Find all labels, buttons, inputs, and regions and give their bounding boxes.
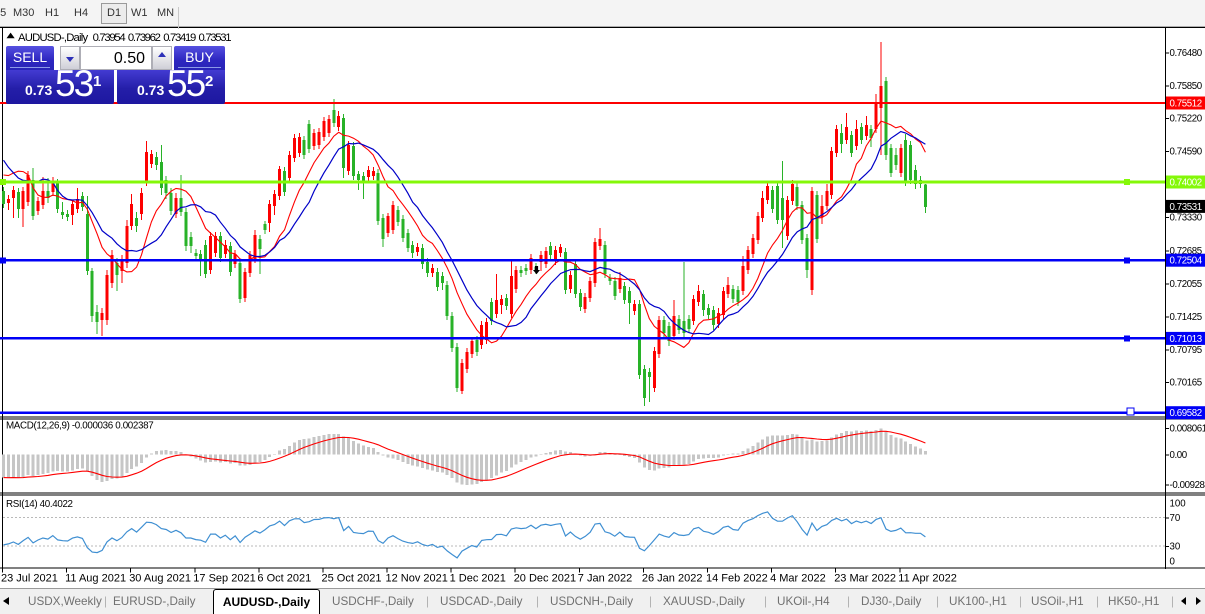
svg-text:AUDUSD-,Daily: AUDUSD-,Daily: [18, 32, 88, 44]
svg-text:RSI(14) 40.4022: RSI(14) 40.4022: [6, 499, 73, 510]
svg-text:0.74002: 0.74002: [1170, 178, 1202, 189]
svg-text:7 Jan 2022: 7 Jan 2022: [578, 573, 632, 585]
svg-text:0.73531: 0.73531: [199, 32, 232, 44]
svg-text:1 Dec 2021: 1 Dec 2021: [450, 573, 506, 585]
svg-text:20 Dec 2021: 20 Dec 2021: [514, 573, 576, 585]
svg-text:0.72504: 0.72504: [1170, 256, 1203, 267]
svg-text:11 Aug 2021: 11 Aug 2021: [65, 573, 126, 585]
svg-text:17 Sep 2021: 17 Sep 2021: [193, 573, 255, 585]
svg-text:0.69582: 0.69582: [1170, 408, 1202, 419]
svg-text:0.76480: 0.76480: [1170, 48, 1203, 59]
svg-text:MACD(12,26,9) -0.000036 0.0023: MACD(12,26,9) -0.000036 0.002387: [6, 421, 153, 432]
svg-text:-0.009284: -0.009284: [1170, 480, 1205, 491]
svg-text:0.74590: 0.74590: [1170, 147, 1203, 158]
svg-text:0.73419: 0.73419: [163, 32, 196, 44]
svg-text:30: 30: [1170, 542, 1181, 553]
svg-text:0.73531: 0.73531: [1170, 202, 1202, 213]
svg-text:11 Apr 2022: 11 Apr 2022: [898, 573, 957, 585]
svg-text:26 Jan 2022: 26 Jan 2022: [642, 573, 703, 585]
svg-text:0.70795: 0.70795: [1170, 345, 1202, 356]
svg-text:0.73954: 0.73954: [93, 32, 126, 44]
svg-text:0.72055: 0.72055: [1170, 279, 1202, 290]
svg-text:6 Oct 2021: 6 Oct 2021: [257, 573, 311, 585]
svg-text:30 Aug 2021: 30 Aug 2021: [129, 573, 191, 585]
svg-text:23 Mar 2022: 23 Mar 2022: [834, 573, 896, 585]
svg-text:0.72685: 0.72685: [1170, 246, 1202, 257]
svg-text:0.008061: 0.008061: [1170, 424, 1205, 435]
svg-text:100: 100: [1170, 499, 1187, 510]
svg-text:0.73330: 0.73330: [1170, 212, 1203, 223]
svg-text:25 Oct 2021: 25 Oct 2021: [322, 573, 382, 585]
svg-text:0.70165: 0.70165: [1170, 378, 1202, 389]
svg-text:0: 0: [1170, 557, 1176, 568]
svg-text:0.75220: 0.75220: [1170, 114, 1203, 125]
svg-text:0.75512: 0.75512: [1170, 99, 1202, 110]
svg-text:0.75850: 0.75850: [1170, 81, 1203, 92]
svg-text:70: 70: [1170, 513, 1181, 524]
svg-text:0.73962: 0.73962: [128, 32, 161, 44]
svg-text:23 Jul 2021: 23 Jul 2021: [1, 573, 58, 585]
svg-text:0.71425: 0.71425: [1170, 312, 1202, 323]
svg-text:0.71013: 0.71013: [1170, 334, 1202, 345]
svg-text:0.00: 0.00: [1170, 450, 1188, 461]
svg-text:14 Feb 2022: 14 Feb 2022: [706, 573, 768, 585]
svg-text:12 Nov 2021: 12 Nov 2021: [386, 573, 448, 585]
svg-text:4 Mar 2022: 4 Mar 2022: [770, 573, 826, 585]
